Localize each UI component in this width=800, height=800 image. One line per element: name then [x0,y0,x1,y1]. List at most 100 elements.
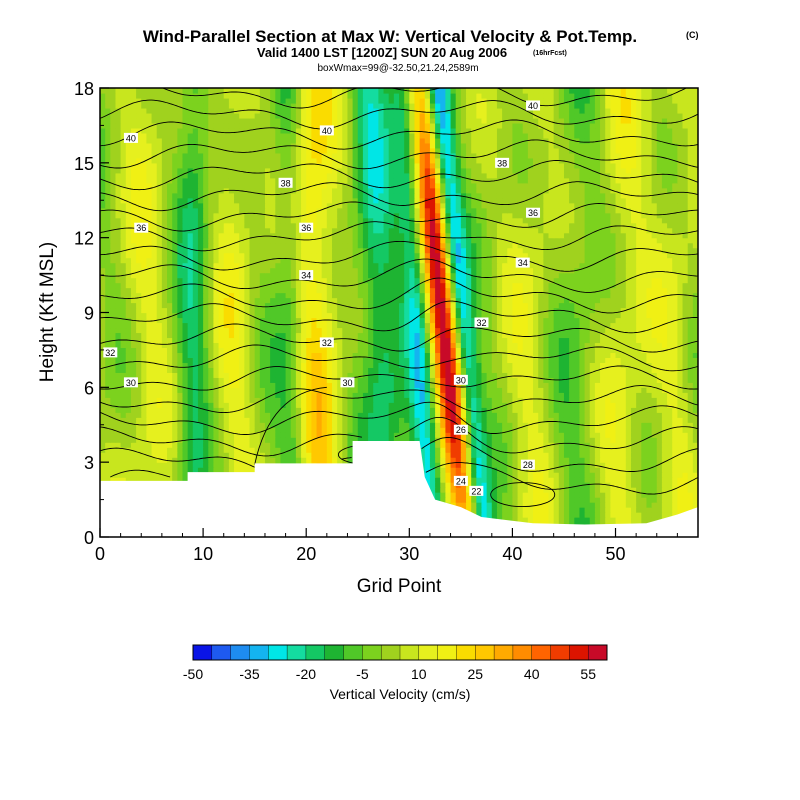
velocity-cell [584,392,591,398]
velocity-cell [533,497,539,503]
velocity-cell [218,342,225,349]
velocity-cell [259,327,266,334]
velocity-cell [636,397,642,403]
velocity-cell [630,397,637,403]
velocity-cell [615,492,622,498]
velocity-cell [543,372,550,378]
velocity-cell [151,337,158,344]
velocity-cell [491,417,498,423]
velocity-cell [404,422,410,428]
velocity-cell [197,462,204,468]
velocity-cell [574,422,581,428]
velocity-cell [543,357,550,363]
velocity-cell [100,457,106,463]
velocity-cell [682,372,689,378]
velocity-cell [630,507,637,513]
velocity-cell [527,407,534,413]
velocity-cell [105,397,111,403]
velocity-cell [130,352,137,358]
velocity-cell [445,497,452,503]
velocity-cell [357,412,364,418]
velocity-cell [146,447,153,453]
velocity-cell [182,402,189,408]
velocity-cell [527,412,534,418]
velocity-cell [512,422,519,428]
velocity-cell [295,457,302,463]
velocity-cell [326,372,333,378]
velocity-cell [569,457,575,463]
velocity-cell [151,417,158,423]
velocity-cell [388,432,395,438]
velocity-cell [476,417,483,423]
velocity-cell [471,347,477,354]
velocity-cell [471,357,477,363]
velocity-cell [502,452,508,458]
velocity-cell [574,332,581,339]
velocity-cell [589,342,596,349]
velocity-cell [651,507,658,513]
velocity-cell [641,502,648,508]
velocity-cell [538,377,544,383]
velocity-cell [197,367,204,373]
velocity-cell [677,342,684,349]
velocity-cell [589,447,596,453]
velocity-cell [543,322,550,329]
velocity-cell [656,352,663,358]
velocity-cell [620,447,627,453]
velocity-cell [605,327,611,334]
velocity-cell [687,462,694,468]
velocity-cell [667,332,673,339]
velocity-cell [311,377,318,383]
velocity-cell [460,387,467,393]
velocity-cell [311,402,318,408]
velocity-cell [110,342,117,349]
velocity-cell [687,362,694,368]
velocity-cell [399,417,405,423]
velocity-cell [254,422,261,428]
velocity-cell [301,402,307,408]
velocity-cell [115,322,122,329]
velocity-cell [574,442,581,448]
velocity-cell [254,407,261,413]
velocity-cell [404,332,410,339]
velocity-cell [234,427,240,433]
velocity-cell [270,352,276,358]
velocity-cell [228,367,235,373]
velocity-cell [208,332,215,339]
velocity-cell [517,362,524,368]
velocity-cell [280,337,287,344]
velocity-cell [440,482,446,488]
velocity-cell [450,502,457,508]
velocity-cell [182,392,189,398]
velocity-cell [347,362,354,368]
velocity-cell [404,342,410,349]
velocity-cell [280,372,287,378]
velocity-cell [584,372,591,378]
velocity-cell [641,447,648,453]
velocity-cell [393,352,400,358]
velocity-cell [290,447,297,453]
velocity-cell [630,467,637,473]
velocity-cell [213,332,220,339]
velocity-cell [491,492,498,498]
velocity-cell [182,407,189,413]
velocity-cell [177,457,184,463]
velocity-cell [605,367,611,373]
velocity-cell [584,407,591,413]
velocity-cell [393,397,400,403]
velocity-cell [656,402,663,408]
velocity-cell [672,412,678,418]
velocity-cell [301,407,307,413]
velocity-cell [517,372,524,378]
velocity-cell [264,377,271,383]
velocity-cell [321,327,328,334]
velocity-cell [507,377,514,383]
velocity-cell [522,437,529,443]
velocity-cell [115,477,122,483]
velocity-cell [156,327,163,334]
velocity-cell [259,447,266,453]
velocity-cell [161,337,168,344]
velocity-cell [610,492,617,498]
velocity-cell [326,327,333,334]
velocity-cell [594,362,601,368]
